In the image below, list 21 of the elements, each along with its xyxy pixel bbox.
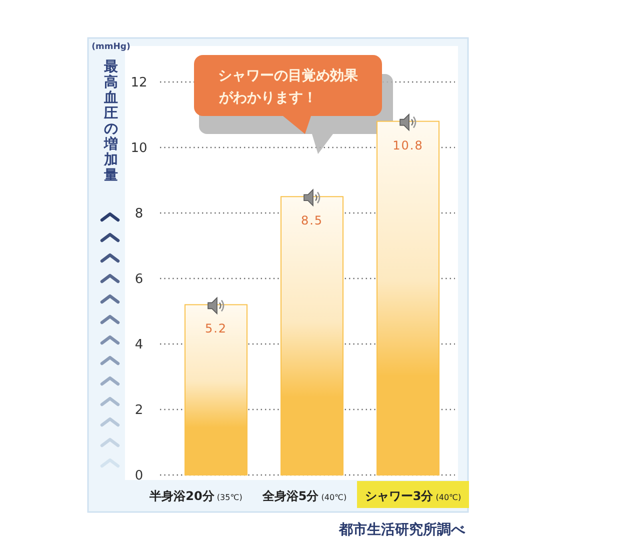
y-tick-label: 12 [130, 76, 148, 91]
x-tick-label: シャワー3分 (40℃) [364, 489, 462, 503]
y-tick-label: 2 [134, 403, 144, 418]
annotation: がわかります！ [218, 90, 317, 106]
bar [280, 196, 344, 476]
data-label: 8.5 [300, 214, 324, 228]
data-label: 5.2 [204, 322, 228, 336]
y-axis-title: 最高血圧の増加量 [103, 59, 118, 184]
bar [184, 304, 248, 476]
x-tick-label: 全身浴5分 (40℃) [261, 489, 347, 503]
data-label: 10.8 [392, 138, 424, 152]
y-tick-label: 4 [134, 338, 144, 353]
text: (mmHg) [92, 42, 130, 52]
y-tick-label: 10 [130, 141, 148, 156]
x-tick-label: 半身浴20分 (35℃) [148, 489, 242, 503]
text: 都市生活研究所調べ [338, 521, 466, 538]
annotation: シャワーの目覚め効果 [218, 67, 359, 84]
y-tick-label: 6 [134, 272, 144, 288]
y-tick-label: 8 [134, 206, 144, 222]
y-tick-label: 0 [134, 468, 144, 484]
bar [376, 120, 440, 476]
